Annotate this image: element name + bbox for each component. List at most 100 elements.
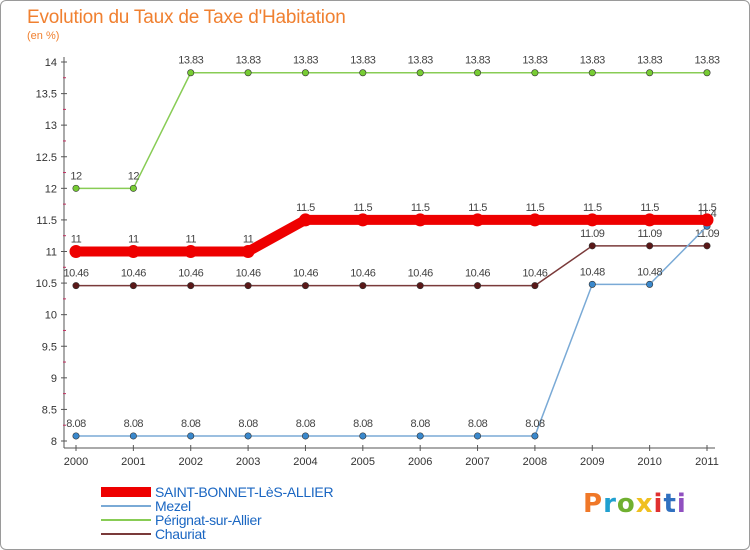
data-point-p-rignat-sur-allier xyxy=(359,69,367,77)
data-point-chauriat xyxy=(244,282,252,290)
data-label-chauriat: 11.09 xyxy=(638,228,663,240)
x-tick-label-2004: 2004 xyxy=(293,456,317,468)
data-label-saint-bonnet-l-s-allier: 11.5 xyxy=(698,202,717,214)
y-tick-label-9.5: 9.5 xyxy=(42,341,57,353)
data-label-mezel: 8.08 xyxy=(66,418,86,430)
y-tick-label-11: 11 xyxy=(46,247,57,259)
data-point-p-rignat-sur-allier xyxy=(72,184,80,192)
data-label-p-rignat-sur-allier: 13.83 xyxy=(694,55,719,67)
data-point-chauriat xyxy=(359,282,367,290)
y-tick-label-8.5: 8.5 xyxy=(42,404,57,416)
data-point-p-rignat-sur-allier xyxy=(703,69,711,77)
data-label-chauriat: 10.46 xyxy=(408,268,433,280)
data-point-saint-bonnet-l-s-allier xyxy=(413,213,427,227)
data-point-p-rignat-sur-allier xyxy=(129,184,137,192)
y-tick-label-10: 10 xyxy=(45,310,57,322)
data-point-chauriat xyxy=(301,282,309,290)
data-point-chauriat xyxy=(416,282,424,290)
data-label-mezel: 8.08 xyxy=(410,418,430,430)
data-label-mezel: 8.08 xyxy=(353,418,373,430)
legend-label: Pérignat-sur-Allier xyxy=(155,512,262,528)
data-label-p-rignat-sur-allier: 13.83 xyxy=(178,55,203,67)
data-label-chauriat: 10.46 xyxy=(178,268,203,280)
data-point-mezel xyxy=(359,432,367,440)
series-line-chauriat xyxy=(75,245,708,287)
y-tick-label-13: 13 xyxy=(45,120,57,132)
data-point-chauriat xyxy=(531,282,539,290)
data-label-mezel: 8.08 xyxy=(468,418,488,430)
x-tick-label-2003: 2003 xyxy=(236,456,260,468)
data-label-mezel: 10.48 xyxy=(580,266,605,278)
data-point-mezel xyxy=(474,432,482,440)
data-point-saint-bonnet-l-s-allier xyxy=(356,213,370,227)
data-label-p-rignat-sur-allier: 13.83 xyxy=(408,55,433,67)
x-tick-label-2008: 2008 xyxy=(523,456,547,468)
data-label-saint-bonnet-l-s-allier: 11 xyxy=(186,234,197,246)
data-label-p-rignat-sur-allier: 13.83 xyxy=(522,55,547,67)
data-label-p-rignat-sur-allier: 13.83 xyxy=(465,55,490,67)
legend-label: SAINT-BONNET-LèS-ALLIER xyxy=(155,484,334,500)
x-tick-label-2010: 2010 xyxy=(637,456,661,468)
data-label-mezel: 8.08 xyxy=(525,418,545,430)
logo-letter: x xyxy=(635,489,654,519)
data-point-saint-bonnet-l-s-allier xyxy=(298,213,312,227)
data-label-saint-bonnet-l-s-allier: 11.5 xyxy=(468,202,487,214)
chart-title: Evolution du Taux de Taxe d'Habitation xyxy=(27,7,346,28)
data-point-mezel xyxy=(588,280,596,288)
data-point-mezel xyxy=(72,432,80,440)
data-point-saint-bonnet-l-s-allier xyxy=(184,245,198,258)
data-label-saint-bonnet-l-s-allier: 11 xyxy=(128,234,139,246)
data-label-mezel: 8.08 xyxy=(124,418,144,430)
legend-swatch xyxy=(101,519,151,521)
data-label-p-rignat-sur-allier: 13.83 xyxy=(637,55,662,67)
y-tick-label-8: 8 xyxy=(51,436,57,448)
data-point-mezel xyxy=(646,280,654,288)
y-tick-label-13.5: 13.5 xyxy=(36,89,57,101)
data-label-mezel: 10.48 xyxy=(637,266,662,278)
proxiti-logo: Proxiti xyxy=(583,489,687,519)
logo-letter: i xyxy=(676,489,687,519)
data-point-saint-bonnet-l-s-allier xyxy=(471,213,485,227)
data-label-chauriat: 10.46 xyxy=(236,268,261,280)
data-point-chauriat xyxy=(646,242,654,250)
data-label-saint-bonnet-l-s-allier: 11 xyxy=(243,234,254,246)
y-tick-label-11.5: 11.5 xyxy=(36,215,57,227)
data-label-saint-bonnet-l-s-allier: 11.5 xyxy=(526,202,545,214)
data-label-saint-bonnet-l-s-allier: 11.5 xyxy=(411,202,430,214)
data-point-mezel xyxy=(416,432,424,440)
data-point-mezel xyxy=(531,432,539,440)
series-line-p-rignat-sur-allier xyxy=(75,71,708,190)
data-label-chauriat: 10.46 xyxy=(350,268,375,280)
data-point-chauriat xyxy=(72,282,80,290)
x-tick-label-2009: 2009 xyxy=(580,456,604,468)
data-label-saint-bonnet-l-s-allier: 11 xyxy=(71,234,82,246)
logo-letter: r xyxy=(603,489,617,519)
data-label-mezel: 8.08 xyxy=(238,418,258,430)
x-tick-label-2002: 2002 xyxy=(178,456,202,468)
data-point-chauriat xyxy=(187,282,195,290)
legend-swatch xyxy=(101,505,151,507)
data-label-p-rignat-sur-allier: 13.83 xyxy=(236,55,261,67)
logo-letter: P xyxy=(583,489,604,519)
y-tick-label-12.5: 12.5 xyxy=(36,152,57,164)
data-point-chauriat xyxy=(129,282,137,290)
x-tick-label-2001: 2001 xyxy=(121,456,145,468)
data-point-saint-bonnet-l-s-allier xyxy=(585,213,599,227)
data-point-p-rignat-sur-allier xyxy=(474,69,482,77)
data-label-chauriat: 10.46 xyxy=(293,268,318,280)
y-tick-label-12: 12 xyxy=(45,183,57,195)
data-point-saint-bonnet-l-s-allier xyxy=(528,213,542,227)
data-point-p-rignat-sur-allier xyxy=(416,69,424,77)
data-label-saint-bonnet-l-s-allier: 11.5 xyxy=(583,202,602,214)
data-label-p-rignat-sur-allier: 13.83 xyxy=(580,55,605,67)
data-point-p-rignat-sur-allier xyxy=(187,69,195,77)
data-point-mezel xyxy=(129,432,137,440)
legend-swatch xyxy=(101,533,151,535)
x-tick-label-2011: 2011 xyxy=(695,456,719,468)
data-label-chauriat: 10.46 xyxy=(63,268,88,280)
data-label-mezel: 8.08 xyxy=(181,418,201,430)
data-point-p-rignat-sur-allier xyxy=(531,69,539,77)
legend-swatch xyxy=(101,487,151,497)
